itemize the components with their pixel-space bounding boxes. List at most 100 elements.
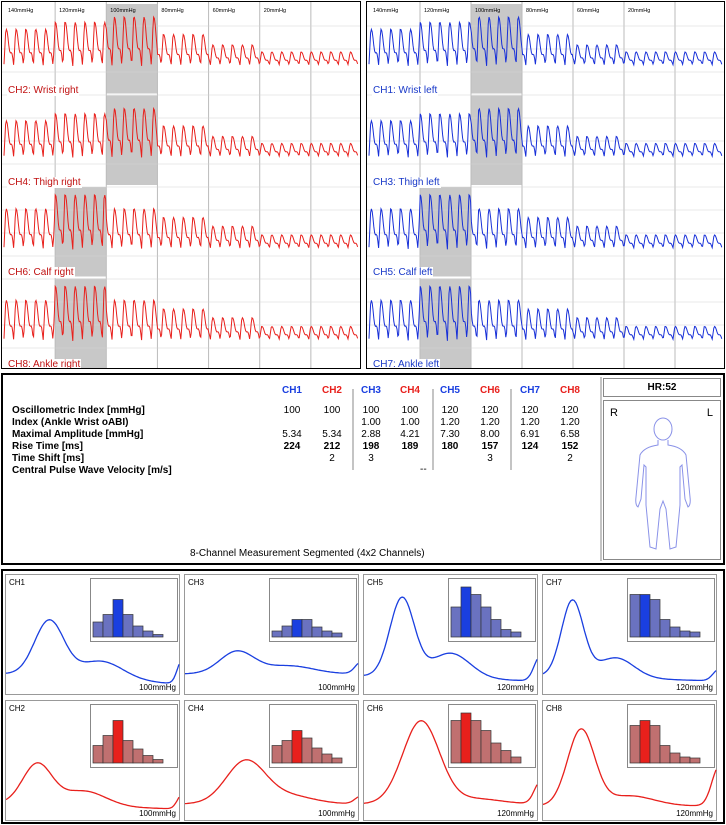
pressure-label: 60mmHg [577,8,599,14]
pulse-shape-curve [6,762,180,810]
pressure-label: 100mmHg [110,8,135,14]
col-header-ch3: CH3 [360,385,381,396]
histogram-bar [500,750,512,764]
pulse-waveform [368,15,723,67]
pulse-cell-label: CH5 [367,578,384,587]
result-cell: 3 [487,453,493,464]
histogram-bar [102,735,114,764]
result-cell: 180 [441,441,459,452]
result-cell: 1.20 [520,417,540,428]
result-cell: 1.20 [480,417,500,428]
side-left-label: L [706,407,713,419]
channel-label-ch4: CH4: Thigh right [7,177,82,188]
human-body-icon [635,417,691,550]
col-header-ch4: CH4 [399,385,420,396]
result-cell: 7.30 [440,429,460,440]
histogram-bar [679,756,691,764]
histogram-bar [311,626,323,638]
row-label-abi-index: Index (Ankle Wrist oABI) [12,417,129,428]
pressure-label: 60mmHg [213,8,235,14]
result-cell: 120 [441,405,459,416]
col-header-ch8: CH8 [559,385,580,396]
pressure-label: 20mmHg [628,8,650,14]
amplitude-histogram [448,578,536,642]
row-label-pwv: Central Pulse Wave Velocity [m/s] [12,465,172,476]
result-cell: 1.00 [361,417,381,428]
row-label-oscillometric-index: Oscillometric Index [mmHg] [12,405,145,416]
amplitude-histogram [90,578,178,642]
channel-label-ch5: CH5: Calf left [372,267,434,278]
pulse-waveform [368,106,723,159]
result-cell: 1.20 [560,417,580,428]
result-cell: 2 [329,453,335,464]
histogram-bar [460,586,472,638]
result-cell: 2 [567,453,573,464]
row-label-max-amplitude: Maximal Amplitude [mmHg] [12,429,144,440]
histogram-bar [132,625,144,638]
pulse-shape-curve [543,728,717,807]
histogram-bar [331,757,343,764]
histogram-bar [500,629,512,638]
col-header-ch2: CH2 [321,385,342,396]
pwv-value: -- [420,464,427,475]
histogram-bar [281,740,293,764]
pulse-waveform [368,285,723,342]
channel-label-ch3: CH3: Thigh left [372,177,441,188]
result-cell: 100 [323,405,341,416]
histogram-bar [271,745,283,764]
histogram-bar [331,632,343,638]
histogram-bar [132,748,144,764]
histogram-bar [679,630,691,638]
waveform-panel-right: 140mmHg 120mmHg 100mmHg 80mmHg 60mmHg 20mmHg … [1,1,361,369]
result-cell: 5.34 [322,429,342,440]
amplitude-histogram [90,704,178,768]
pulse-shape-plot [6,619,180,684]
result-cell: 120 [521,405,539,416]
pulse-cell-ch3: CH3 100mmHg [184,574,359,695]
histogram-bar [470,720,482,764]
col-header-ch7: CH7 [519,385,540,396]
histogram-bar [152,759,164,764]
histogram-bars [450,712,522,764]
pulse-cell-pressure: 120mmHg [497,683,534,692]
col-header-ch5: CH5 [439,385,460,396]
histogram-bar [152,634,164,638]
result-cell: 5.34 [282,429,302,440]
pulse-cell-ch6: CH6 120mmHg [363,700,538,821]
result-cell: 212 [323,441,341,452]
histogram-bar [639,720,651,764]
pressure-label: 140mmHg [373,8,398,14]
pulse-shape-plot [543,599,717,682]
histogram-bar [689,631,701,638]
channel-label-ch8: CH8: Ankle right [7,359,82,369]
pulse-cell-ch5: CH5 120mmHg [363,574,538,695]
amplitude-histogram [627,578,715,642]
pulse-shape-plot [364,596,538,681]
col-header-ch6: CH6 [479,385,500,396]
pulse-shape-curve [364,720,538,804]
pressure-label: 120mmHg [424,8,449,14]
result-cell: 152 [561,441,579,452]
pressure-label: 80mmHg [161,8,183,14]
result-cell: 120 [561,405,579,416]
body-diagram: R L [603,400,721,560]
amplitude-histogram [627,704,715,768]
result-cell: 4.21 [400,429,420,440]
pulse-cell-pressure: 100mmHg [139,809,176,818]
side-right-label: R [610,407,618,419]
histogram-bar [669,626,681,638]
result-cell: 3 [368,453,374,464]
pulse-cell-pressure: 120mmHg [676,809,713,818]
pulse-cell-label: CH2 [9,704,26,713]
histogram-bar [321,753,333,764]
histogram-bar [281,625,293,638]
histogram-bar [669,752,681,764]
histogram-bar [291,619,303,638]
pulse-shape-plot [185,759,359,805]
heart-rate-display: HR:52 [603,378,721,397]
pulse-shape-curve [364,596,538,681]
pulse-cell-ch8: CH8 120mmHg [542,700,717,821]
result-cell: 100 [283,405,301,416]
pulse-cell-ch4: CH4 100mmHg [184,700,359,821]
measurement-caption: 8-Channel Measurement Segmented (4x2 Cha… [190,548,425,559]
